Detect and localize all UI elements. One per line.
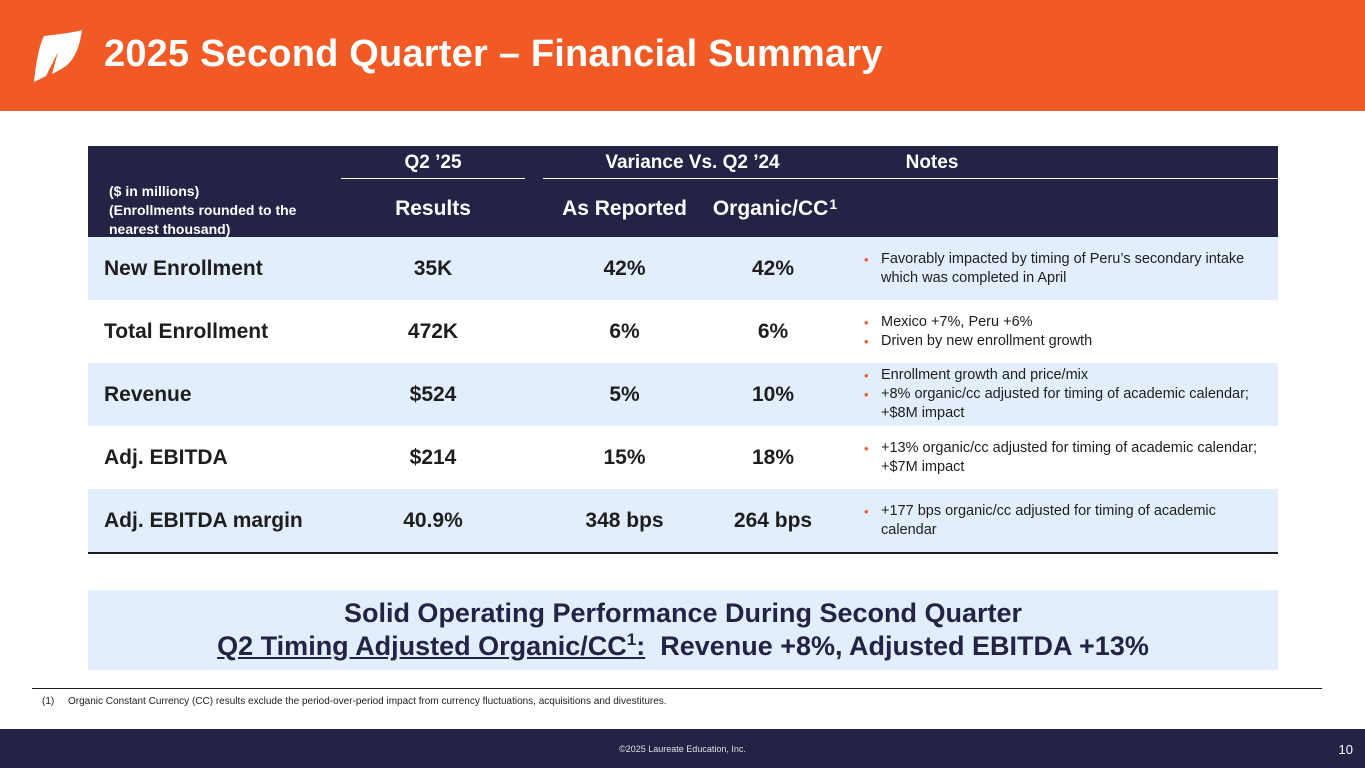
highlight-callout: Solid Operating Performance During Secon…	[88, 590, 1278, 670]
header-q2-25: Q2 ’25	[404, 152, 462, 173]
note-item: Driven by new enrollment growth	[862, 332, 1274, 351]
organic-cc-value: 6%	[757, 320, 789, 343]
as-reported-value: 6%	[609, 320, 640, 343]
results-value: 472K	[407, 320, 459, 343]
title-bar: 2025 Second Quarter – Financial Summary	[0, 0, 1365, 111]
header-as-reported: As Reported	[562, 197, 687, 220]
row-label: Revenue	[104, 383, 192, 406]
copyright-text: ©2025 Laureate Education, Inc.	[619, 744, 746, 754]
header-organic-cc: Organic/CC1	[712, 196, 838, 220]
results-value: 40.9%	[403, 509, 463, 532]
footnote-text: Organic Constant Currency (CC) results e…	[68, 696, 667, 707]
footnote-number: (1)	[42, 696, 55, 707]
note-item: Mexico +7%, Peru +6%	[862, 313, 1274, 332]
table-row: New Enrollment 35K 42% 42% Favorably imp…	[88, 237, 1278, 300]
as-reported-value: 348 bps	[585, 509, 664, 532]
table-header: ($ in millions) (Enrollments rounded to …	[88, 146, 1278, 237]
organic-cc-value: 264 bps	[733, 509, 813, 532]
units-note: ($ in millions) (Enrollments rounded to …	[109, 183, 297, 237]
header-divider-q2	[341, 178, 525, 179]
as-reported-value: 42%	[603, 257, 646, 280]
table-row: Adj. EBITDA $214 15% 18% +13% organic/cc…	[88, 426, 1278, 489]
row-notes: Favorably impacted by timing of Peru’s s…	[862, 237, 1274, 300]
table-bottom-rule	[88, 552, 1278, 554]
as-reported-value: 15%	[603, 446, 646, 469]
table-row: Adj. EBITDA margin 40.9% 348 bps 264 bps…	[88, 489, 1278, 552]
organic-cc-value: 18%	[751, 446, 795, 469]
footnote-divider	[32, 688, 1322, 689]
row-label: Total Enrollment	[104, 320, 269, 343]
row-notes: +177 bps organic/cc adjusted for timing …	[862, 489, 1274, 552]
row-label: Adj. EBITDA margin	[104, 509, 303, 532]
row-notes: Mexico +7%, Peru +6% Driven by new enrol…	[862, 300, 1274, 363]
note-item: +8% organic/cc adjusted for timing of ac…	[862, 385, 1274, 423]
page-title: 2025 Second Quarter – Financial Summary	[104, 33, 883, 75]
laureate-leaf-icon	[34, 30, 82, 82]
financial-summary-table: ($ in millions) (Enrollments rounded to …	[88, 146, 1278, 554]
header-divider-notes	[842, 178, 1278, 179]
table-row: Revenue $524 5% 10% Enrollment growth an…	[88, 363, 1278, 426]
row-label: New Enrollment	[104, 257, 263, 280]
organic-cc-value: 10%	[751, 383, 795, 406]
row-notes: +13% organic/cc adjusted for timing of a…	[862, 426, 1274, 489]
header-divider-variance	[543, 178, 842, 179]
note-item: Favorably impacted by timing of Peru’s s…	[862, 250, 1274, 288]
as-reported-value: 5%	[609, 383, 640, 406]
note-item: +177 bps organic/cc adjusted for timing …	[862, 502, 1274, 540]
note-item: +13% organic/cc adjusted for timing of a…	[862, 439, 1274, 477]
footer-bar: ©2025 Laureate Education, Inc. 10	[0, 729, 1365, 768]
results-value: $214	[409, 446, 457, 469]
row-label: Adj. EBITDA	[104, 446, 228, 469]
page-number: 10	[1338, 742, 1353, 757]
table-row: Total Enrollment 472K 6% 6% Mexico +7%, …	[88, 300, 1278, 363]
organic-cc-value: 42%	[751, 257, 795, 280]
callout-subheadline: Q2 Timing Adjusted Organic/CC1: Revenue …	[217, 630, 1149, 661]
footnote: (1) Organic Constant Currency (CC) result…	[42, 696, 667, 707]
note-item: Enrollment growth and price/mix	[862, 366, 1274, 385]
results-value: $524	[409, 383, 457, 406]
row-notes: Enrollment growth and price/mix +8% orga…	[862, 363, 1274, 426]
header-variance: Variance Vs. Q2 ’24	[605, 152, 780, 173]
callout-headline: Solid Operating Performance During Secon…	[343, 598, 1023, 628]
header-notes: Notes	[905, 152, 959, 173]
results-value: 35K	[413, 257, 453, 280]
header-results: Results	[395, 197, 471, 220]
